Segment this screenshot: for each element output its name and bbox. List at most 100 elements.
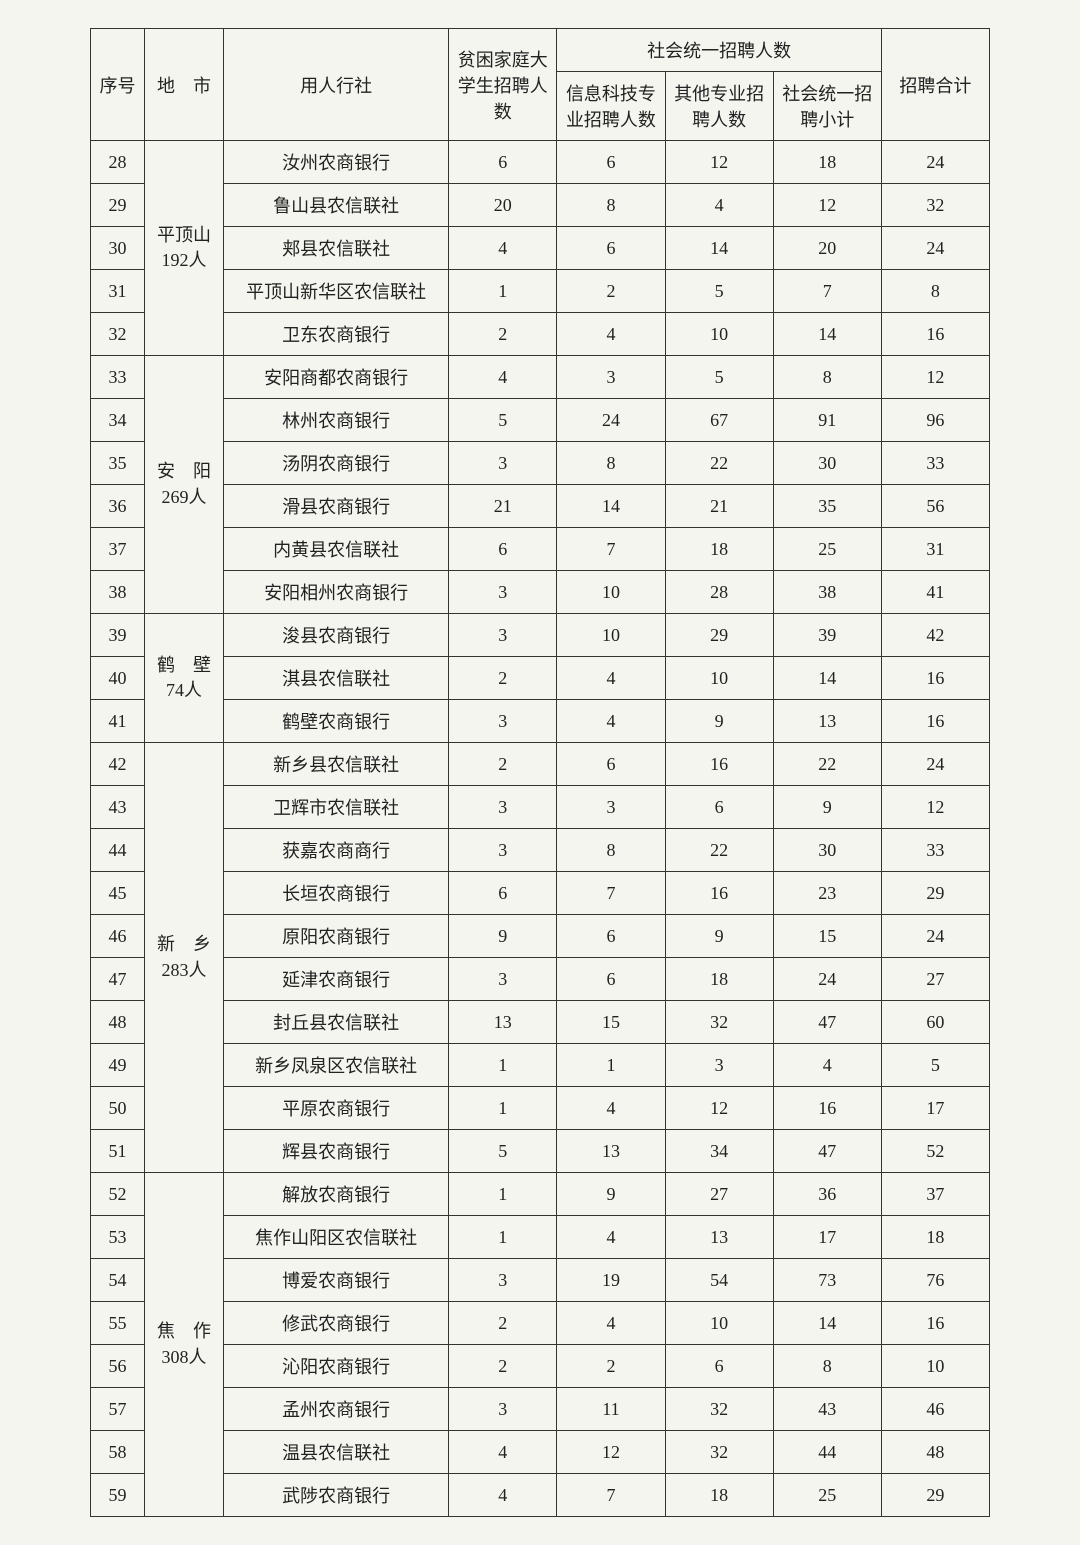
cell-other: 10	[665, 1302, 773, 1345]
cell-subtotal: 36	[773, 1173, 881, 1216]
cell-subtotal: 4	[773, 1044, 881, 1087]
cell-other: 12	[665, 141, 773, 184]
table-row: 39鹤 壁74人浚县农商银行310293942	[91, 614, 990, 657]
cell-seq: 50	[91, 1087, 145, 1130]
cell-seq: 35	[91, 442, 145, 485]
cell-tech: 6	[557, 743, 665, 786]
cell-employer: 武陟农商银行	[223, 1474, 448, 1517]
cell-seq: 57	[91, 1388, 145, 1431]
table-row: 57孟州农商银行311324346	[91, 1388, 990, 1431]
cell-total: 16	[881, 657, 989, 700]
cell-subtotal: 91	[773, 399, 881, 442]
cell-total: 16	[881, 313, 989, 356]
cell-poor: 6	[449, 141, 557, 184]
cell-other: 22	[665, 829, 773, 872]
cell-employer: 沁阳农商银行	[223, 1345, 448, 1388]
cell-employer: 鲁山县农信联社	[223, 184, 448, 227]
city-name: 安 阳	[149, 459, 219, 484]
cell-employer: 修武农商银行	[223, 1302, 448, 1345]
table-row: 48封丘县农信联社1315324760	[91, 1001, 990, 1044]
cell-employer: 平顶山新华区农信联社	[223, 270, 448, 313]
cell-total: 12	[881, 356, 989, 399]
cell-other: 21	[665, 485, 773, 528]
cell-subtotal: 30	[773, 442, 881, 485]
city-count: 269人	[149, 485, 219, 510]
cell-employer: 卫辉市农信联社	[223, 786, 448, 829]
header-city: 地 市	[145, 29, 224, 141]
cell-seq: 28	[91, 141, 145, 184]
table-row: 36滑县农商银行2114213556	[91, 485, 990, 528]
cell-other: 22	[665, 442, 773, 485]
cell-other: 12	[665, 1087, 773, 1130]
cell-subtotal: 24	[773, 958, 881, 1001]
cell-employer: 延津农商银行	[223, 958, 448, 1001]
cell-seq: 52	[91, 1173, 145, 1216]
cell-tech: 6	[557, 141, 665, 184]
cell-poor: 6	[449, 872, 557, 915]
cell-total: 60	[881, 1001, 989, 1044]
cell-other: 54	[665, 1259, 773, 1302]
cell-poor: 3	[449, 829, 557, 872]
cell-tech: 4	[557, 1302, 665, 1345]
cell-poor: 1	[449, 1087, 557, 1130]
cell-total: 41	[881, 571, 989, 614]
cell-poor: 3	[449, 614, 557, 657]
cell-employer: 辉县农商银行	[223, 1130, 448, 1173]
cell-total: 31	[881, 528, 989, 571]
cell-total: 17	[881, 1087, 989, 1130]
cell-poor: 2	[449, 1302, 557, 1345]
table-row: 45长垣农商银行67162329	[91, 872, 990, 915]
cell-subtotal: 38	[773, 571, 881, 614]
cell-total: 96	[881, 399, 989, 442]
table-row: 59武陟农商银行47182529	[91, 1474, 990, 1517]
cell-total: 48	[881, 1431, 989, 1474]
cell-employer: 卫东农商银行	[223, 313, 448, 356]
cell-seq: 56	[91, 1345, 145, 1388]
cell-poor: 1	[449, 1044, 557, 1087]
cell-subtotal: 25	[773, 528, 881, 571]
cell-total: 10	[881, 1345, 989, 1388]
cell-seq: 31	[91, 270, 145, 313]
cell-subtotal: 44	[773, 1431, 881, 1474]
city-count: 283人	[149, 958, 219, 983]
table-row: 56沁阳农商银行226810	[91, 1345, 990, 1388]
recruitment-table: 序号 地 市 用人行社 贫困家庭大学生招聘人数 社会统一招聘人数 招聘合计 信息…	[90, 28, 990, 1517]
cell-subtotal: 22	[773, 743, 881, 786]
cell-poor: 3	[449, 571, 557, 614]
cell-other: 32	[665, 1388, 773, 1431]
table-row: 28平顶山192人汝州农商银行66121824	[91, 141, 990, 184]
cell-poor: 2	[449, 657, 557, 700]
cell-employer: 汤阴农商银行	[223, 442, 448, 485]
cell-poor: 3	[449, 700, 557, 743]
cell-other: 18	[665, 1474, 773, 1517]
cell-subtotal: 43	[773, 1388, 881, 1431]
city-count: 308人	[149, 1345, 219, 1370]
cell-poor: 1	[449, 1173, 557, 1216]
cell-seq: 42	[91, 743, 145, 786]
cell-other: 18	[665, 958, 773, 1001]
cell-subtotal: 14	[773, 1302, 881, 1345]
city-count: 192人	[149, 248, 219, 273]
cell-employer: 淇县农信联社	[223, 657, 448, 700]
cell-subtotal: 12	[773, 184, 881, 227]
cell-poor: 3	[449, 1388, 557, 1431]
cell-seq: 37	[91, 528, 145, 571]
table-row: 32卫东农商银行24101416	[91, 313, 990, 356]
cell-seq: 40	[91, 657, 145, 700]
header-poor: 贫困家庭大学生招聘人数	[449, 29, 557, 141]
cell-employer: 郏县农信联社	[223, 227, 448, 270]
cell-other: 14	[665, 227, 773, 270]
table-row: 53焦作山阳区农信联社14131718	[91, 1216, 990, 1259]
cell-seq: 49	[91, 1044, 145, 1087]
cell-employer: 原阳农商银行	[223, 915, 448, 958]
cell-tech: 4	[557, 700, 665, 743]
cell-other: 10	[665, 313, 773, 356]
header-other: 其他专业招聘人数	[665, 72, 773, 141]
cell-total: 27	[881, 958, 989, 1001]
cell-subtotal: 9	[773, 786, 881, 829]
cell-tech: 7	[557, 872, 665, 915]
table-row: 42新 乡283人新乡县农信联社26162224	[91, 743, 990, 786]
cell-poor: 4	[449, 1474, 557, 1517]
cell-employer: 解放农商银行	[223, 1173, 448, 1216]
cell-subtotal: 15	[773, 915, 881, 958]
